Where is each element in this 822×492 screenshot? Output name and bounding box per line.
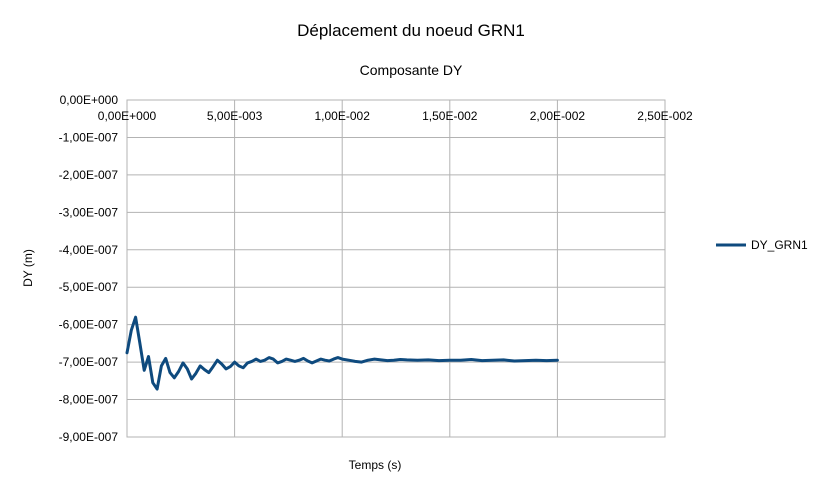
x-axis-ticks: 0,00E+000 5,00E-003 1,00E-002 1,50E-002 2,00… xyxy=(98,109,693,123)
y-axis-ticks: 0,00E+000 -1,00E-007 -2,00E-007 -3,00E-007 -… xyxy=(59,93,119,444)
x-tick-label: 1,50E-002 xyxy=(422,109,478,123)
y-tick-label: -4,00E-007 xyxy=(59,243,119,257)
y-tick-label: -8,00E-007 xyxy=(59,393,119,407)
plot-area-border xyxy=(126,99,666,438)
legend: DY_GRN1 xyxy=(716,238,808,252)
y-tick-label: -2,00E-007 xyxy=(59,168,119,182)
grid-lines xyxy=(126,99,666,438)
y-tick-label: 0,00E+000 xyxy=(60,93,119,107)
x-axis-label: Temps (s) xyxy=(349,458,402,472)
x-tick-label: 2,00E-002 xyxy=(530,109,586,123)
y-tick-label: -5,00E-007 xyxy=(59,280,119,294)
x-tick-label: 5,00E-003 xyxy=(207,109,263,123)
x-tick-label: 1,00E-002 xyxy=(315,109,371,123)
y-tick-label: -1,00E-007 xyxy=(59,130,119,144)
y-axis-label: DY (m) xyxy=(21,249,35,287)
series-line-dy-grn1 xyxy=(125,315,559,391)
y-tick-label: -3,00E-007 xyxy=(59,205,119,219)
chart-subtitle: Composante DY xyxy=(360,62,463,78)
y-tick-label: -7,00E-007 xyxy=(59,355,119,369)
y-tick-label: -6,00E-007 xyxy=(59,318,119,332)
x-tick-label: 2,50E-002 xyxy=(637,109,693,123)
chart-title: Déplacement du noeud GRN1 xyxy=(297,21,525,40)
x-tick-label: 0,00E+000 xyxy=(98,109,157,123)
legend-label: DY_GRN1 xyxy=(751,238,808,252)
series-group xyxy=(125,315,559,391)
y-tick-label: -9,00E-007 xyxy=(59,430,119,444)
